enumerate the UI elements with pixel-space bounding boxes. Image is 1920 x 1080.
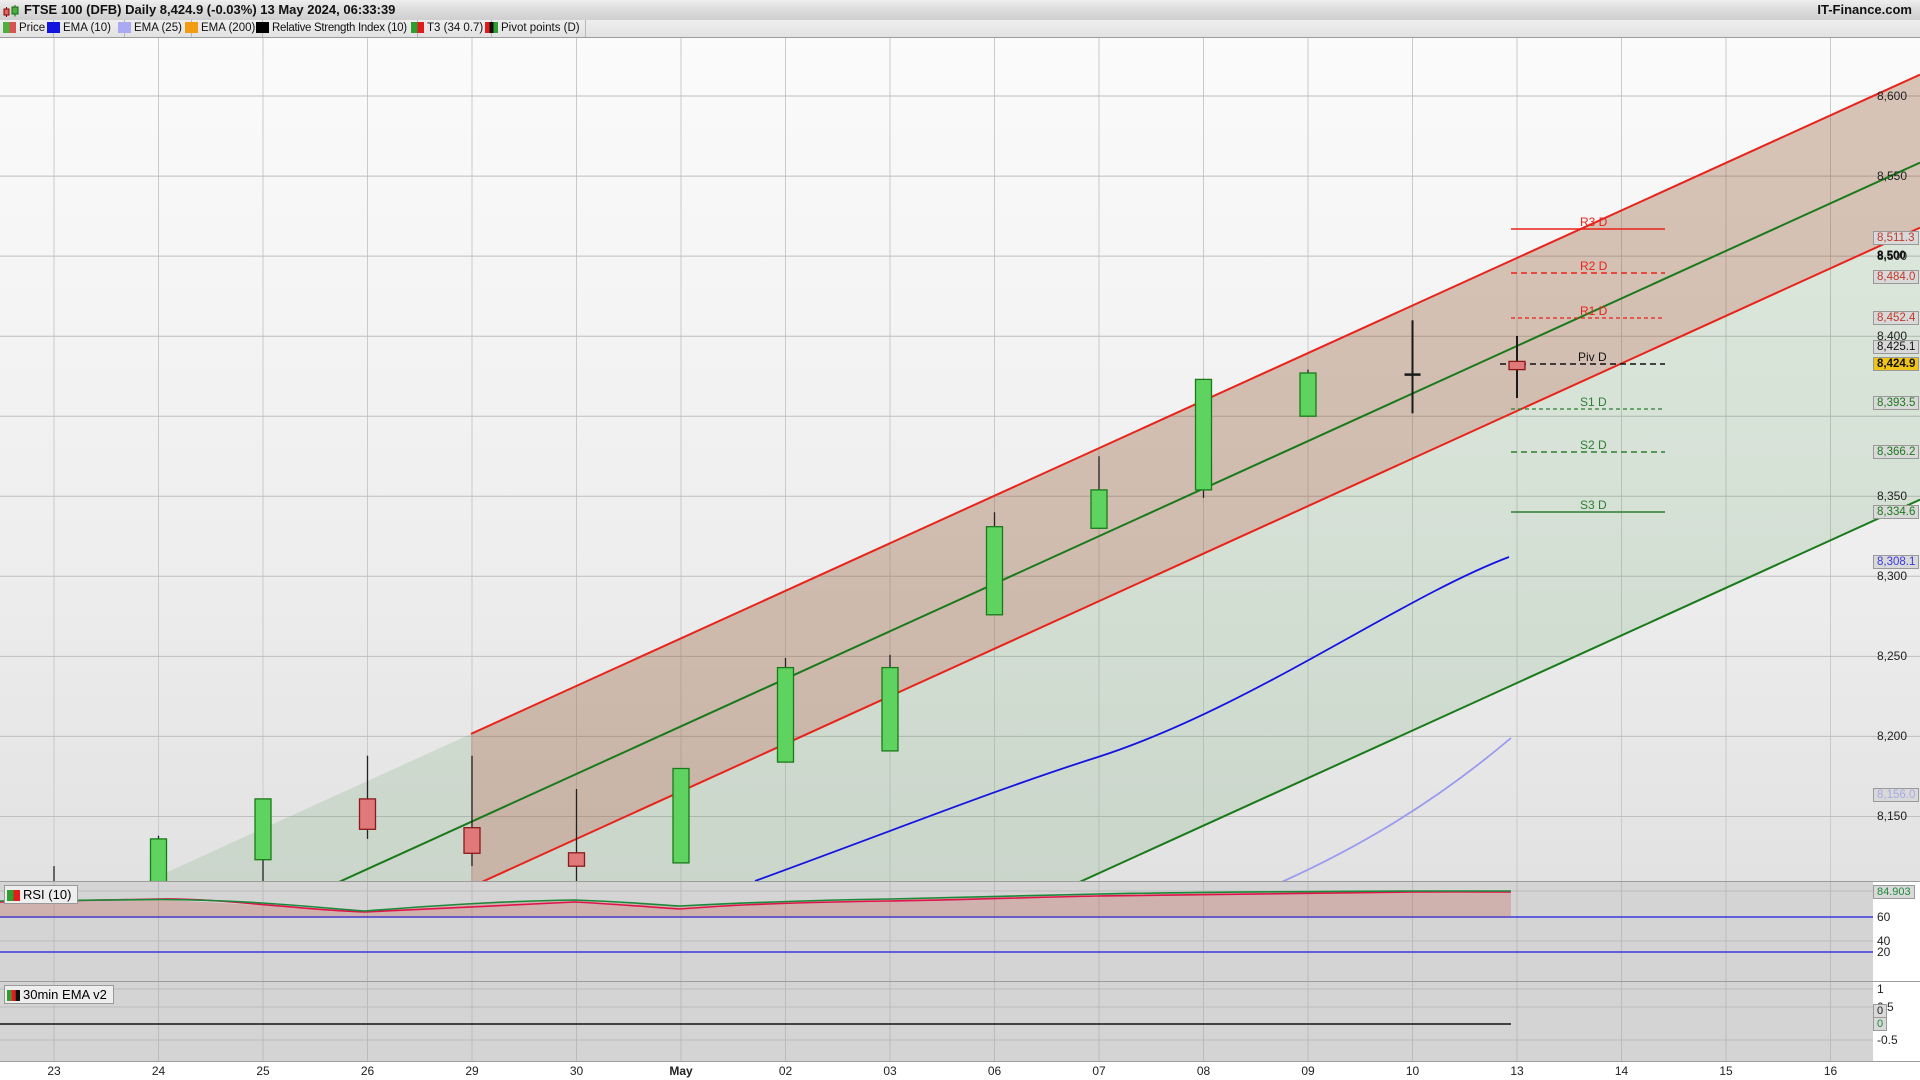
svg-text:Piv D: Piv D <box>1578 350 1607 364</box>
svg-text:R2 D: R2 D <box>1580 259 1608 273</box>
svg-text:S3 D: S3 D <box>1580 498 1607 512</box>
svg-text:S1 D: S1 D <box>1580 395 1607 409</box>
svg-text:R3 D: R3 D <box>1580 215 1608 229</box>
svg-text:S2 D: S2 D <box>1580 438 1607 452</box>
svg-text:R1 D: R1 D <box>1580 304 1608 318</box>
